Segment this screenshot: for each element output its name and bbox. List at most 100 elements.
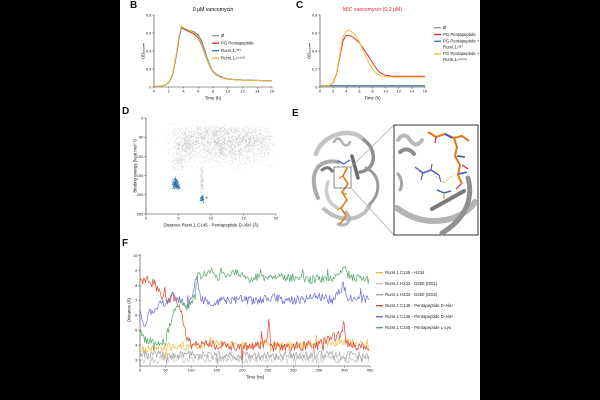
- scatter-point: [241, 160, 243, 162]
- scatter-point: [174, 184, 176, 186]
- scatter-point: [187, 155, 189, 157]
- scatter-point: [202, 197, 204, 199]
- scatter-point: [261, 156, 263, 158]
- scatter-point: [214, 160, 216, 162]
- scatter-point: [261, 142, 263, 144]
- scatter-point: [215, 140, 217, 141]
- scatter-point: [240, 129, 242, 131]
- scatter-point: [267, 142, 269, 144]
- scatter-point: [174, 128, 176, 130]
- scatter-point: [205, 161, 207, 163]
- scatter-point: [249, 144, 251, 145]
- scatter-point: [254, 134, 256, 136]
- scatter-point: [247, 132, 249, 134]
- scatter-point: [237, 136, 238, 138]
- scatter-point: [222, 133, 224, 135]
- scatter-point: [211, 158, 213, 160]
- scatter-point: [204, 155, 206, 157]
- scatter-point: [255, 141, 256, 143]
- scatter-point: [178, 146, 179, 148]
- scatter-point: [223, 134, 225, 135]
- scatter-point: [267, 152, 269, 153]
- y-tick-label: 7: [135, 298, 138, 303]
- scatter-point: [244, 138, 246, 140]
- scatter-point: [172, 130, 174, 132]
- scatter-point: [253, 146, 255, 147]
- scatter-point: [180, 161, 182, 163]
- scatter-point: [201, 141, 203, 143]
- zoom-connector-lines: [350, 124, 395, 236]
- scatter-point: [252, 134, 254, 135]
- scatter-point: [178, 142, 180, 143]
- scatter-point: [244, 146, 246, 147]
- scatter-point: [196, 140, 198, 142]
- scatter-point: [235, 143, 237, 145]
- scatter-point: [193, 147, 195, 149]
- x-tick-label: 10: [209, 216, 214, 221]
- legend-label: RumI,1 C145 - Pentapeptide L-Lys: [385, 325, 451, 330]
- scatter-point: [247, 139, 249, 141]
- scatter-point: [219, 155, 221, 157]
- scatter-point: [203, 145, 205, 147]
- scatter-point: [197, 141, 199, 142]
- scatter-point: [226, 128, 228, 130]
- scatter-point: [269, 134, 271, 136]
- scatter-point: [202, 178, 203, 180]
- scatter-point: [228, 150, 230, 152]
- scatter-point: [189, 160, 190, 162]
- scatter-point: [217, 138, 219, 139]
- scatter-point: [266, 157, 268, 159]
- scatter-point: [237, 131, 239, 133]
- scatter-point: [216, 142, 218, 144]
- scatter-point: [184, 147, 186, 148]
- scatter-point: [233, 145, 235, 147]
- scatter-point: [247, 149, 249, 151]
- scatter-point: [199, 137, 201, 139]
- scatter-point: [205, 134, 207, 136]
- scatter-point: [176, 188, 178, 190]
- scatter-point: [231, 149, 233, 151]
- scatter-point: [205, 128, 207, 130]
- scatter-point: [204, 158, 206, 160]
- scatter-point: [197, 140, 199, 142]
- scatter-point: [213, 148, 214, 150]
- scatter-point: [212, 126, 214, 128]
- scatter-point: [246, 134, 248, 135]
- scatter-point: [268, 142, 270, 144]
- scatter-point: [193, 131, 195, 133]
- scatter-point: [200, 146, 202, 148]
- scatter-point: [221, 131, 223, 133]
- scatter-point: [182, 136, 183, 138]
- x-tick-label: 5: [177, 216, 180, 221]
- scatter-point: [201, 154, 203, 156]
- scatter-point: [233, 135, 235, 137]
- scatter-point: [183, 150, 184, 152]
- scatter-point: [238, 136, 240, 138]
- scatter-point: [224, 158, 226, 160]
- scatter-point: [178, 148, 180, 149]
- scatter-point: [229, 150, 231, 152]
- legend-item: Ø: [434, 25, 447, 30]
- scatter-point: [225, 132, 227, 133]
- scatter-point: [171, 170, 173, 172]
- scatter-point: [183, 143, 185, 145]
- scatter-point: [198, 145, 200, 147]
- scatter-point: [174, 178, 176, 180]
- scatter-point: [230, 164, 232, 166]
- scatter-point: [238, 146, 240, 148]
- scatter-point: [179, 152, 180, 154]
- scatter-point: [175, 162, 177, 164]
- scatter-point: [212, 131, 214, 132]
- scatter-point: [235, 153, 237, 155]
- scatter-point: [214, 151, 216, 153]
- scatter-point: [270, 146, 272, 148]
- scatter-point: [221, 137, 223, 139]
- scatter-point: [182, 143, 184, 145]
- scatter-point: [184, 148, 186, 150]
- scatter-point: [266, 148, 268, 149]
- scatter-point: [195, 150, 197, 152]
- scatter-point: [189, 159, 191, 161]
- series-line: [139, 276, 370, 361]
- scatter-point: [231, 126, 233, 128]
